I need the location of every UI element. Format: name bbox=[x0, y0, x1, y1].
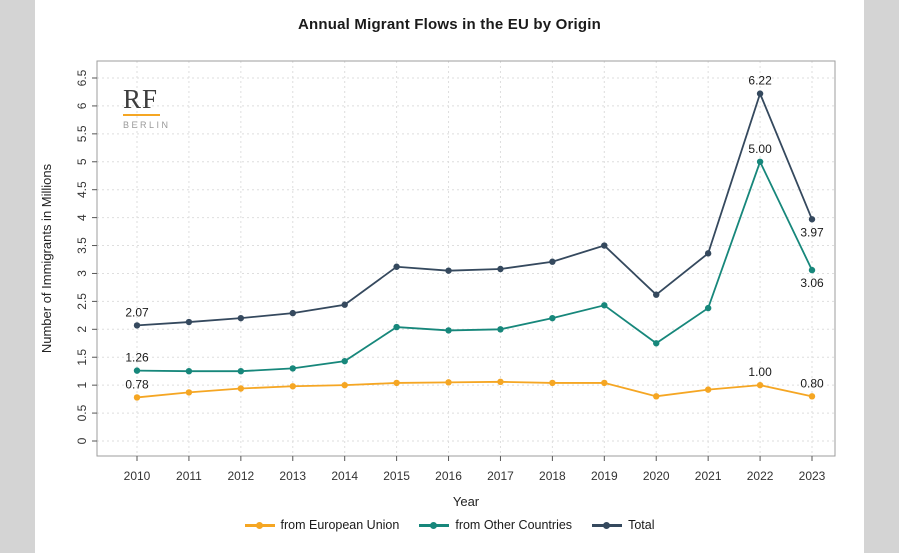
svg-text:0.5: 0.5 bbox=[75, 404, 89, 421]
svg-text:4.5: 4.5 bbox=[75, 181, 89, 198]
chart-title: Annual Migrant Flows in the EU by Origin bbox=[297, 16, 601, 33]
y-axis-label: Number of Immigrants in Millions bbox=[39, 163, 54, 353]
svg-text:2014: 2014 bbox=[331, 469, 358, 483]
series-1 bbox=[133, 158, 816, 375]
svg-text:3.97: 3.97 bbox=[800, 225, 824, 239]
svg-text:3: 3 bbox=[75, 270, 89, 277]
svg-text:2021: 2021 bbox=[695, 469, 722, 483]
svg-text:5: 5 bbox=[75, 158, 89, 165]
axes: 0 0.5 1 1.5 2 2.5 3 3.5 4 4.5 5 5.5 6 6.5 2010 2011 2012… bbox=[75, 69, 825, 483]
svg-text:6.5: 6.5 bbox=[75, 69, 89, 86]
legend-item-from-other-countries: from Other Countries bbox=[419, 518, 572, 532]
plot-border bbox=[96, 60, 836, 457]
svg-text:2011: 2011 bbox=[176, 469, 202, 483]
svg-text:2017: 2017 bbox=[487, 469, 514, 483]
line-chart: 0 0.5 1 1.5 2 2.5 3 3.5 4 4.5 5 5.5 6 6.5 2010 2011 2012… bbox=[39, 60, 836, 509]
svg-text:2018: 2018 bbox=[539, 469, 566, 483]
legend-label-eu: from European Union bbox=[280, 518, 400, 532]
chart-legend: from European Union from Other Countries… bbox=[35, 518, 864, 532]
svg-text:2022: 2022 bbox=[747, 469, 774, 483]
x-axis-label: Year bbox=[453, 494, 480, 509]
svg-text:6.22: 6.22 bbox=[748, 74, 772, 88]
svg-text:6: 6 bbox=[75, 102, 89, 109]
legend-marker-eu-icon bbox=[244, 519, 275, 531]
svg-text:0.78: 0.78 bbox=[125, 377, 149, 391]
svg-text:2013: 2013 bbox=[279, 469, 306, 483]
svg-text:2019: 2019 bbox=[591, 469, 618, 483]
svg-text:1.00: 1.00 bbox=[748, 365, 772, 379]
series-2 bbox=[133, 90, 816, 329]
legend-item-from-european-union: from European Union bbox=[244, 518, 400, 532]
svg-text:1.26: 1.26 bbox=[125, 351, 149, 365]
svg-text:BERLIN: BERLIN bbox=[123, 120, 171, 130]
svg-text:2020: 2020 bbox=[643, 469, 670, 483]
svg-text:RF: RF bbox=[123, 84, 158, 114]
svg-text:2010: 2010 bbox=[124, 469, 151, 483]
legend-marker-total-icon bbox=[592, 519, 623, 531]
svg-text:5.5: 5.5 bbox=[75, 125, 89, 142]
gridlines bbox=[97, 61, 835, 456]
svg-text:2: 2 bbox=[75, 326, 89, 333]
series-0 bbox=[133, 378, 816, 401]
svg-text:0: 0 bbox=[75, 437, 89, 444]
svg-text:2016: 2016 bbox=[435, 469, 462, 483]
svg-text:2023: 2023 bbox=[799, 469, 826, 483]
svg-text:2015: 2015 bbox=[383, 469, 410, 483]
svg-text:0.80: 0.80 bbox=[800, 376, 824, 390]
svg-text:1.5: 1.5 bbox=[75, 349, 89, 366]
legend-label-other: from Other Countries bbox=[455, 518, 573, 532]
legend-label-total: Total bbox=[628, 518, 655, 532]
rf-berlin-logo: RF BERLIN bbox=[123, 84, 171, 130]
svg-text:2.5: 2.5 bbox=[75, 293, 89, 310]
svg-text:1: 1 bbox=[75, 381, 89, 388]
chart-card: Annual Migrant Flows in the EU by Origin… bbox=[35, 0, 864, 553]
svg-text:3.06: 3.06 bbox=[800, 276, 824, 290]
svg-text:5.00: 5.00 bbox=[748, 142, 772, 156]
svg-text:4: 4 bbox=[75, 214, 89, 221]
legend-marker-other-icon bbox=[419, 519, 450, 531]
data-labels: 2.07 1.26 0.78 6.22 5.00 1.00 3.97 3.06 0.80 bbox=[125, 74, 824, 392]
svg-text:3.5: 3.5 bbox=[75, 237, 89, 254]
svg-text:2012: 2012 bbox=[227, 469, 254, 483]
legend-item-total: Total bbox=[592, 518, 654, 532]
svg-text:2.07: 2.07 bbox=[125, 305, 149, 319]
